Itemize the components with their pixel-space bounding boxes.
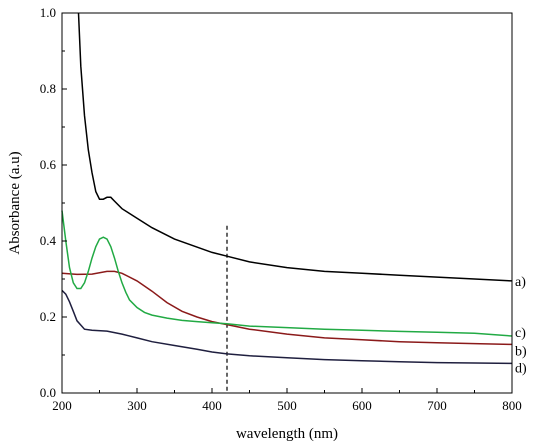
series-label: b) <box>515 344 527 359</box>
y-tick-label: 0.6 <box>40 157 57 172</box>
x-tick-label: 400 <box>202 398 222 413</box>
series-line-d <box>61 289 513 365</box>
y-tick-label: 0.2 <box>40 309 56 324</box>
series-label: a) <box>515 275 526 290</box>
series-line-c <box>61 210 513 337</box>
x-tick-label: 300 <box>127 398 147 413</box>
x-tick-label: 700 <box>427 398 447 413</box>
x-tick-label: 200 <box>52 398 72 413</box>
series-line-a <box>77 12 513 282</box>
y-tick-label: 0.0 <box>40 385 56 400</box>
x-axis-title: wavelength (nm) <box>236 426 338 442</box>
x-tick-label: 800 <box>502 398 522 413</box>
x-tick-label: 500 <box>277 398 297 413</box>
series-line-b <box>61 270 513 346</box>
y-axis-title: Absorbance (a.u) <box>7 151 23 254</box>
y-tick-label: 0.8 <box>40 81 56 96</box>
y-tick-label: 0.4 <box>40 233 57 248</box>
series-label: d) <box>515 361 527 376</box>
x-tick-label: 600 <box>352 398 372 413</box>
series-label: c) <box>515 326 526 341</box>
y-tick-label: 1.0 <box>40 5 56 20</box>
